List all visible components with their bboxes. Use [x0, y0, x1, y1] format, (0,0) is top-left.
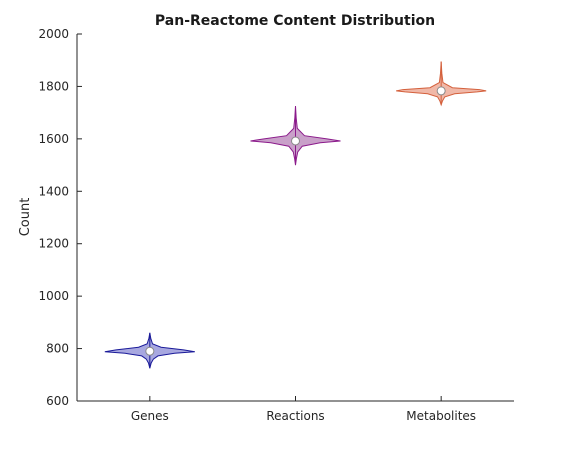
x-ticks: Genes Reactions Metabolites: [131, 396, 476, 423]
x-tick-label: Genes: [131, 409, 169, 423]
y-tick-label: 1800: [38, 79, 69, 93]
x-tick-label: Reactions: [266, 409, 324, 423]
y-tick-label: 1600: [38, 132, 69, 146]
y-axis-label: Count: [18, 198, 33, 237]
violin-metabolites: [396, 61, 487, 107]
violin-median-marker: [145, 346, 155, 356]
y-tick-label: 1400: [38, 184, 69, 198]
violin-median-marker: [436, 86, 446, 96]
y-tick-label: 1200: [38, 237, 69, 251]
plot-area: 600 800 1000 1200 1400 1600 1800 2000 Genes Reac…: [38, 27, 514, 423]
violin-median-marker: [291, 136, 300, 146]
chart-title: Pan-Reactome Content Distribution: [155, 13, 435, 29]
y-tick-label: 800: [46, 342, 69, 356]
y-tick-label: 600: [46, 394, 69, 408]
y-tick-label: 2000: [38, 27, 69, 41]
violins: [104, 61, 487, 369]
violin-reactions: [250, 106, 341, 166]
violin-genes: [104, 332, 195, 369]
y-tick-label: 1000: [38, 289, 69, 303]
x-tick-label: Metabolites: [406, 409, 476, 423]
y-ticks: 600 800 1000 1200 1400 1600 1800 2000: [38, 27, 82, 408]
